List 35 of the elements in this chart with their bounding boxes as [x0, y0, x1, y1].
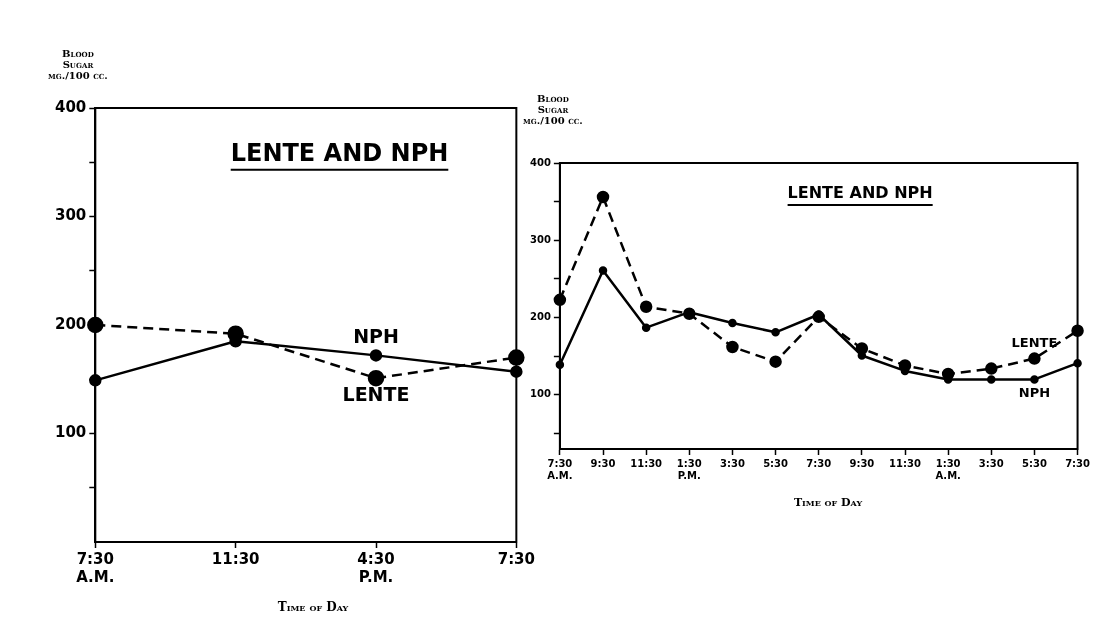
text: LENTE AND NPH — [787, 183, 933, 203]
x-axis-title: Time of Day — [792, 496, 864, 509]
x-tick-label: 3:30 — [720, 457, 745, 469]
x-tick-label: 7:30 — [497, 549, 535, 568]
x-tick-label: 7:30 A.M. — [76, 549, 115, 586]
x-tick-label: 4:30 P.M. — [357, 549, 395, 586]
series-label: NPH — [1018, 385, 1051, 401]
y-tick-label: 400 — [530, 156, 551, 168]
x-axis-title: Time of Day — [276, 600, 350, 614]
x-tick-label: 7:30 A.M. — [547, 457, 573, 481]
y-tick-label: 100 — [530, 388, 551, 400]
x-tick-label: 3:30 — [978, 457, 1004, 469]
y-tick-label: 200 — [530, 311, 551, 323]
y-tick-label: 200 — [55, 314, 87, 333]
series-label: LENTE — [342, 382, 410, 405]
x-tick-label: 1:30 P.M. — [676, 457, 702, 481]
y-tick-label: 400 — [55, 97, 87, 116]
x-tick-label: 5:30 — [763, 457, 789, 469]
x-tick-label: 5:30 — [1021, 457, 1047, 469]
y-tick-label: 300 — [55, 206, 87, 225]
x-tick-label: 11:30 — [889, 457, 921, 469]
y-tick-label: 300 — [530, 233, 551, 245]
series-label: LENTE — [1011, 335, 1058, 351]
x-tick-label: 7:30 — [806, 457, 832, 469]
text: LENTE AND NPH — [230, 138, 449, 167]
x-tick-label: 9:30 — [849, 457, 875, 469]
x-tick-label: 11:30 — [630, 457, 663, 469]
y-tick-label: 100 — [55, 423, 87, 442]
x-tick-label: 11:30 — [211, 549, 260, 568]
series-label: NPH — [353, 324, 399, 347]
y-axis-title: Blood Sugar mg./100 cc. — [48, 48, 108, 81]
x-tick-label: 1:30 A.M. — [935, 457, 961, 481]
y-axis-title: Blood Sugar mg./100 cc. — [523, 93, 583, 126]
x-tick-label: 7:30 — [1065, 457, 1091, 469]
x-tick-label: 9:30 — [590, 457, 616, 469]
